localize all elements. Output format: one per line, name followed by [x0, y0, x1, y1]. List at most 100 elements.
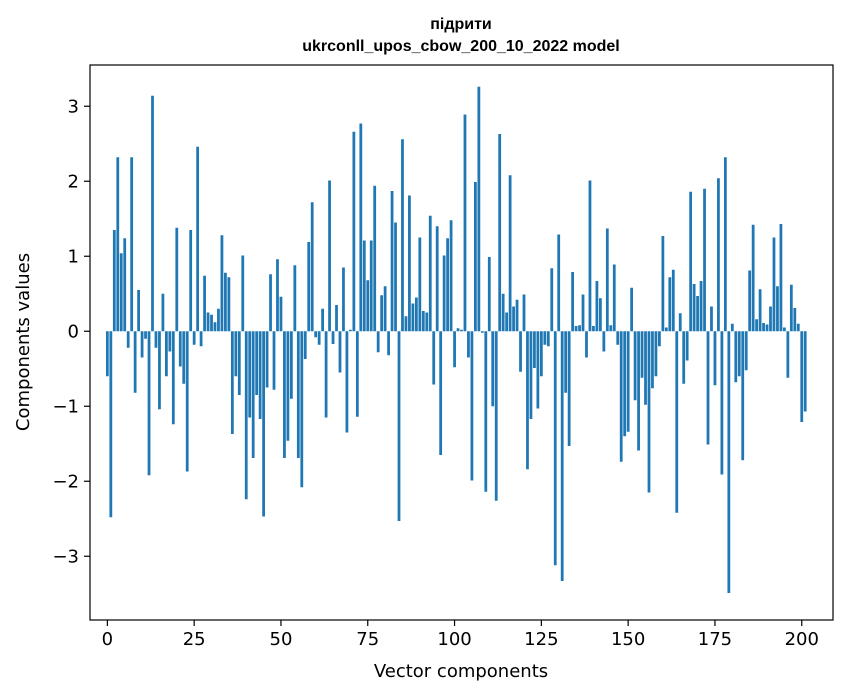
x-tick-label: 100 [437, 629, 471, 650]
bar-175 [713, 331, 717, 386]
bar-153 [637, 331, 640, 451]
bar-111 [491, 331, 495, 407]
chart-title-line-2: ukrconll_upos_cbow_200_10_2022 model [302, 38, 619, 55]
bar-75 [366, 280, 370, 332]
bar-116 [508, 175, 512, 332]
bar-199 [796, 323, 800, 332]
bar-125 [539, 331, 543, 377]
x-tick-label: 25 [183, 629, 206, 650]
bar-80 [383, 286, 387, 332]
bar-42 [251, 331, 255, 458]
bar-4 [119, 253, 123, 332]
y-tick-label: −2 [52, 471, 79, 492]
bar-26 [196, 146, 200, 332]
bar-185 [748, 270, 752, 332]
bar-195 [783, 327, 786, 332]
bar-81 [387, 331, 390, 356]
bar-129 [553, 331, 557, 566]
bar-70 [349, 329, 352, 332]
bar-171 [699, 281, 703, 332]
bar-174 [710, 306, 713, 332]
bar-79 [380, 295, 384, 332]
bar-110 [487, 257, 491, 332]
bar-201 [803, 331, 807, 412]
bar-67 [338, 331, 342, 373]
bar-45 [262, 331, 265, 517]
bar-131 [560, 331, 564, 581]
bar-58 [307, 242, 311, 332]
bar-93 [428, 215, 432, 332]
bar-10 [140, 331, 144, 358]
bar-151 [630, 287, 634, 332]
bar-57 [303, 331, 307, 359]
bar-188 [758, 289, 762, 332]
bar-71 [352, 131, 356, 332]
bar-83 [394, 222, 397, 332]
bar-21 [178, 331, 182, 367]
bar-144 [605, 228, 609, 332]
bar-140 [592, 326, 595, 332]
y-tick-label: 2 [68, 171, 79, 192]
bar-33 [220, 235, 224, 332]
bar-103 [463, 114, 467, 332]
bar-127 [546, 331, 550, 347]
bar-187 [755, 319, 759, 332]
bar-90 [418, 237, 422, 332]
bar-5 [123, 238, 127, 332]
x-tick-label: 0 [102, 629, 113, 650]
bar-47 [269, 274, 272, 332]
bar-104 [467, 331, 470, 358]
bar-82 [390, 191, 394, 332]
bar-143 [602, 331, 606, 352]
bar-62 [321, 308, 325, 332]
bar-59 [310, 202, 314, 332]
bar-180 [730, 323, 734, 332]
bar-139 [588, 180, 592, 332]
bar-32 [217, 308, 220, 332]
bar-181 [734, 331, 738, 383]
y-axis-label: Components values [13, 253, 34, 431]
bar-68 [342, 267, 345, 332]
bar-22 [182, 331, 186, 384]
bar-0 [105, 331, 109, 377]
x-tick-label: 125 [524, 629, 558, 650]
bar-1 [109, 331, 113, 518]
bar-87 [408, 195, 411, 332]
bar-130 [557, 234, 561, 332]
bar-37 [234, 331, 238, 377]
bar-191 [769, 306, 772, 332]
plot-frame [89, 64, 834, 621]
bar-94 [432, 331, 436, 385]
bar-91 [421, 311, 425, 332]
bar-135 [574, 326, 578, 332]
bar-121 [526, 331, 529, 470]
bar-50 [279, 296, 283, 332]
bar-176 [717, 178, 720, 332]
bar-197 [789, 284, 793, 332]
bar-2 [112, 230, 116, 332]
bar-161 [664, 327, 668, 332]
bar-3 [116, 157, 120, 332]
bar-172 [703, 188, 706, 332]
bar-31 [213, 322, 217, 332]
bar-189 [762, 323, 765, 332]
bar-117 [512, 306, 515, 332]
bar-56 [300, 331, 304, 488]
bar-157 [651, 331, 654, 389]
bar-163 [671, 269, 675, 332]
bar-54 [293, 265, 297, 332]
bar-86 [404, 316, 408, 332]
bar-100 [453, 331, 456, 368]
bar-162 [668, 277, 672, 332]
bar-95 [435, 226, 439, 332]
bar-142 [598, 298, 602, 332]
bar-137 [581, 294, 585, 332]
bar-52 [286, 331, 290, 441]
bar-200 [800, 331, 804, 422]
bar-168 [689, 191, 693, 332]
bar-96 [439, 331, 443, 455]
bar-173 [706, 331, 710, 445]
bar-145 [609, 325, 613, 332]
bar-34 [224, 272, 227, 332]
x-tick-label: 150 [611, 629, 645, 650]
